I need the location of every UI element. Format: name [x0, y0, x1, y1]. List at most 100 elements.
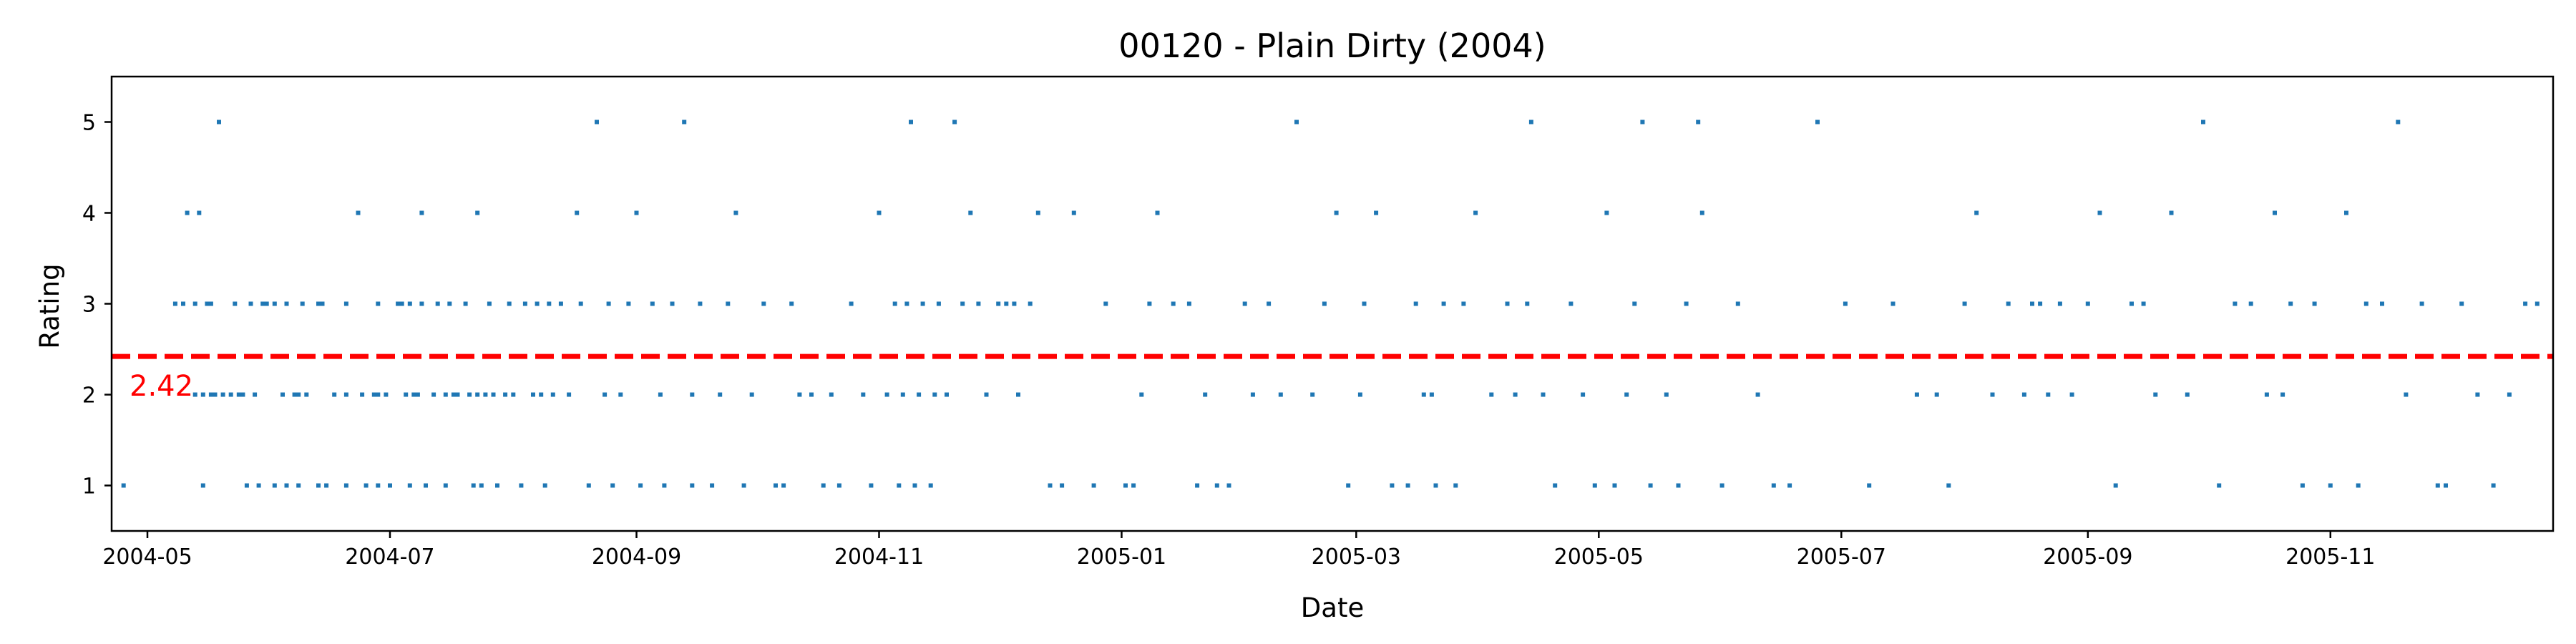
data-point — [547, 301, 552, 306]
data-point — [626, 301, 631, 306]
data-point — [396, 301, 401, 306]
data-point — [2523, 301, 2528, 306]
data-point — [1071, 210, 1076, 215]
data-point — [1048, 483, 1053, 488]
data-point — [968, 210, 973, 215]
data-point — [1294, 119, 1299, 125]
data-point — [1334, 210, 1339, 215]
data-point — [507, 301, 512, 306]
data-point — [388, 483, 392, 488]
data-point — [1139, 392, 1144, 397]
data-point — [300, 301, 305, 306]
data-point — [376, 392, 381, 397]
data-point — [718, 392, 723, 397]
data-point — [2344, 210, 2348, 215]
data-point — [595, 119, 599, 125]
x-tick-label: 2005-01 — [1077, 545, 1166, 570]
data-point — [558, 301, 563, 306]
data-point — [228, 392, 233, 397]
data-point — [220, 392, 225, 397]
data-point — [578, 301, 583, 306]
data-point — [376, 301, 381, 306]
data-point — [836, 483, 841, 488]
data-point — [1513, 392, 1518, 397]
data-point — [618, 392, 623, 397]
data-point — [567, 392, 572, 397]
data-point — [487, 301, 492, 306]
data-point — [575, 210, 580, 215]
data-point — [749, 392, 754, 397]
data-point — [1684, 301, 1689, 306]
data-point — [443, 483, 448, 488]
data-point — [356, 210, 361, 215]
data-point — [264, 301, 269, 306]
data-point — [475, 392, 480, 397]
data-point — [360, 392, 365, 397]
data-point — [920, 301, 925, 306]
data-point — [884, 392, 889, 397]
data-point — [343, 483, 348, 488]
data-point — [2396, 119, 2401, 125]
data-point — [781, 483, 786, 488]
data-point — [304, 392, 309, 397]
data-point — [892, 301, 897, 306]
data-point — [670, 301, 675, 306]
data-point — [2233, 301, 2238, 306]
data-point — [900, 392, 905, 397]
data-point — [610, 483, 615, 488]
data-point — [2038, 301, 2043, 306]
data-point — [1429, 392, 1434, 397]
data-point — [332, 392, 337, 397]
data-point — [2356, 483, 2361, 488]
data-point — [236, 392, 241, 397]
data-point — [976, 301, 981, 306]
data-point — [1946, 483, 1951, 488]
data-point — [419, 210, 424, 215]
data-point — [1203, 392, 1208, 397]
data-point — [371, 392, 376, 397]
data-point — [602, 392, 608, 397]
data-point — [1612, 483, 1617, 488]
data-point — [1914, 392, 1919, 397]
data-point — [463, 301, 468, 306]
data-point — [316, 483, 321, 488]
data-point — [897, 483, 902, 488]
data-point — [936, 301, 941, 306]
data-point — [606, 301, 611, 306]
data-point — [2534, 301, 2540, 306]
data-point — [1123, 483, 1128, 488]
data-point — [256, 483, 261, 488]
data-point — [213, 392, 218, 397]
data-point — [1624, 392, 1629, 397]
data-point — [2264, 392, 2269, 397]
data-point — [208, 301, 213, 306]
data-point — [1541, 392, 1546, 397]
data-point — [272, 301, 277, 306]
chart-title: 00120 - Plain Dirty (2004) — [1118, 26, 1546, 65]
data-point — [2006, 301, 2011, 306]
data-point — [2153, 392, 2158, 397]
data-point — [932, 392, 937, 397]
data-point — [2288, 301, 2293, 306]
data-point — [741, 483, 746, 488]
x-tick-label: 2005-05 — [1554, 545, 1644, 570]
data-point — [1962, 301, 1967, 306]
data-point — [2248, 301, 2253, 306]
data-point — [1362, 301, 1367, 306]
data-point — [435, 301, 440, 306]
data-point — [2280, 392, 2285, 397]
data-point — [2404, 392, 2409, 397]
data-point — [511, 392, 516, 397]
data-point — [205, 301, 210, 306]
x-tick-label: 2004-11 — [834, 545, 924, 570]
data-point — [192, 392, 197, 397]
data-point — [1696, 119, 1701, 125]
data-point — [726, 301, 731, 306]
data-point — [1155, 210, 1160, 215]
data-point — [471, 483, 476, 488]
data-point — [2169, 210, 2174, 215]
data-point — [296, 483, 301, 488]
data-point — [650, 301, 655, 306]
data-point — [172, 301, 177, 306]
